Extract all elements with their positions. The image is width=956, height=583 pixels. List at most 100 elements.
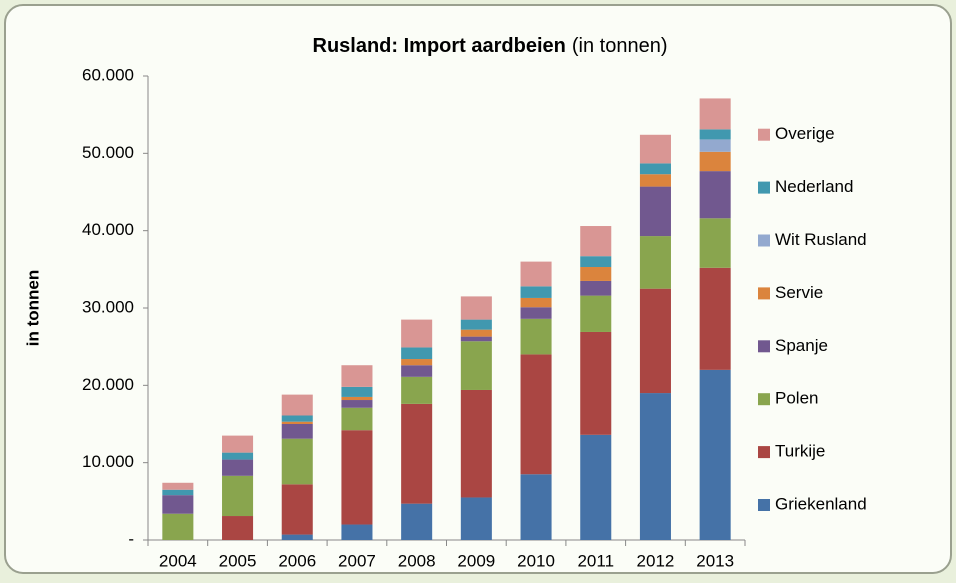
bar-segment bbox=[341, 524, 373, 540]
legend-swatch bbox=[758, 128, 770, 141]
bar-segment bbox=[281, 394, 313, 416]
x-tick-label: 2004 bbox=[159, 551, 197, 570]
y-tick-label: 10.000 bbox=[82, 452, 134, 471]
legend-swatch bbox=[758, 446, 770, 459]
bar-segment bbox=[699, 171, 731, 219]
bar-segment bbox=[699, 129, 731, 140]
bar-segment bbox=[639, 174, 671, 187]
bar-segment bbox=[222, 475, 254, 517]
bar-segment bbox=[341, 396, 373, 401]
bar-segment bbox=[401, 359, 433, 366]
bar-segment bbox=[281, 421, 313, 424]
x-tick-label: 2009 bbox=[457, 551, 495, 570]
bar-segment bbox=[520, 318, 552, 355]
y-tick-label: 40.000 bbox=[82, 220, 134, 239]
legend-swatch bbox=[758, 340, 770, 353]
bar-segment bbox=[281, 424, 313, 439]
bar-segment bbox=[639, 134, 671, 164]
bar-segment bbox=[162, 495, 194, 514]
bar-segment bbox=[281, 415, 313, 422]
x-tick-label: 2006 bbox=[278, 551, 316, 570]
bar-segment bbox=[520, 354, 552, 475]
legend-label: Griekenland bbox=[775, 494, 867, 513]
legend-label: Wit Rusland bbox=[775, 230, 867, 249]
bar-segment bbox=[520, 474, 552, 540]
bar-segment bbox=[281, 484, 313, 535]
bar-segment bbox=[580, 256, 612, 268]
bar-segment bbox=[699, 218, 731, 268]
legend-label: Nederland bbox=[775, 177, 853, 196]
legend-label: Overige bbox=[775, 124, 835, 143]
bar-segment bbox=[341, 407, 373, 431]
y-tick-label: 50.000 bbox=[82, 143, 134, 162]
bar-segment bbox=[460, 497, 492, 540]
bar-segment bbox=[401, 347, 433, 360]
bar-segment bbox=[520, 307, 552, 319]
legend-swatch bbox=[758, 287, 770, 300]
legend-label: Servie bbox=[775, 283, 823, 302]
bar-segment bbox=[580, 280, 612, 296]
subtitle: (in tonnen) bbox=[572, 35, 668, 57]
bar-segment bbox=[699, 267, 731, 370]
legend-label: Turkije bbox=[775, 442, 825, 461]
bar-segment bbox=[699, 369, 731, 540]
x-tick-label: 2007 bbox=[338, 551, 376, 570]
bar-segment bbox=[281, 438, 313, 485]
bar-segment bbox=[162, 482, 194, 490]
bar-segment bbox=[639, 288, 671, 394]
y-tick-label: - bbox=[128, 529, 134, 548]
bar-segment bbox=[580, 331, 612, 435]
bar-segment bbox=[580, 295, 612, 332]
legend-label: Spanje bbox=[775, 336, 828, 355]
bar-segment bbox=[639, 236, 671, 289]
bar-segment bbox=[222, 435, 254, 453]
x-tick-label: 2013 bbox=[696, 551, 734, 570]
bar-segment bbox=[222, 516, 254, 540]
legend-swatch bbox=[758, 393, 770, 406]
bar-segment bbox=[520, 286, 552, 298]
x-tick-label: 2008 bbox=[398, 551, 436, 570]
title: Rusland: Import aardbeien bbox=[313, 35, 566, 57]
bar-segment bbox=[699, 139, 731, 152]
y-tick-label: 30.000 bbox=[82, 297, 134, 316]
bar-segment bbox=[281, 534, 313, 540]
bar-segment bbox=[460, 296, 492, 320]
legend-label: Polen bbox=[775, 389, 818, 408]
bar-segment bbox=[341, 430, 373, 525]
legend-swatch bbox=[758, 499, 770, 511]
x-tick-label: 2012 bbox=[637, 551, 675, 570]
bar-segment bbox=[401, 319, 433, 348]
bar-segment bbox=[639, 163, 671, 175]
legend-swatch bbox=[758, 234, 770, 247]
bar-segment bbox=[639, 393, 671, 540]
bar-segment bbox=[401, 365, 433, 377]
bar-segment bbox=[162, 513, 194, 540]
bar-segment bbox=[699, 98, 731, 130]
bar-segment bbox=[162, 489, 194, 496]
bar-segment bbox=[699, 151, 731, 172]
bar-segment bbox=[460, 389, 492, 498]
bar-segment bbox=[460, 341, 492, 390]
bar-segment bbox=[401, 503, 433, 540]
bar-segment bbox=[520, 261, 552, 287]
y-tick-label: 20.000 bbox=[82, 375, 134, 394]
bar-segment bbox=[639, 186, 671, 237]
bar-segment bbox=[341, 400, 373, 408]
y-tick-label: 60.000 bbox=[82, 65, 134, 84]
x-tick-label: 2011 bbox=[577, 551, 614, 570]
bar-segment bbox=[580, 226, 612, 257]
bar-segment bbox=[341, 386, 373, 397]
y-axis-label: in tonnen bbox=[23, 270, 42, 346]
bar-segment bbox=[580, 267, 612, 281]
bar-segment bbox=[460, 336, 492, 342]
bar-segment bbox=[460, 329, 492, 337]
x-tick-label: 2005 bbox=[219, 551, 257, 570]
bar-segment bbox=[222, 459, 254, 476]
bar-segment bbox=[222, 452, 254, 460]
bar-segment bbox=[520, 297, 552, 308]
bar-segment bbox=[341, 365, 373, 387]
bar-segment bbox=[580, 434, 612, 540]
legend-swatch bbox=[758, 181, 770, 194]
